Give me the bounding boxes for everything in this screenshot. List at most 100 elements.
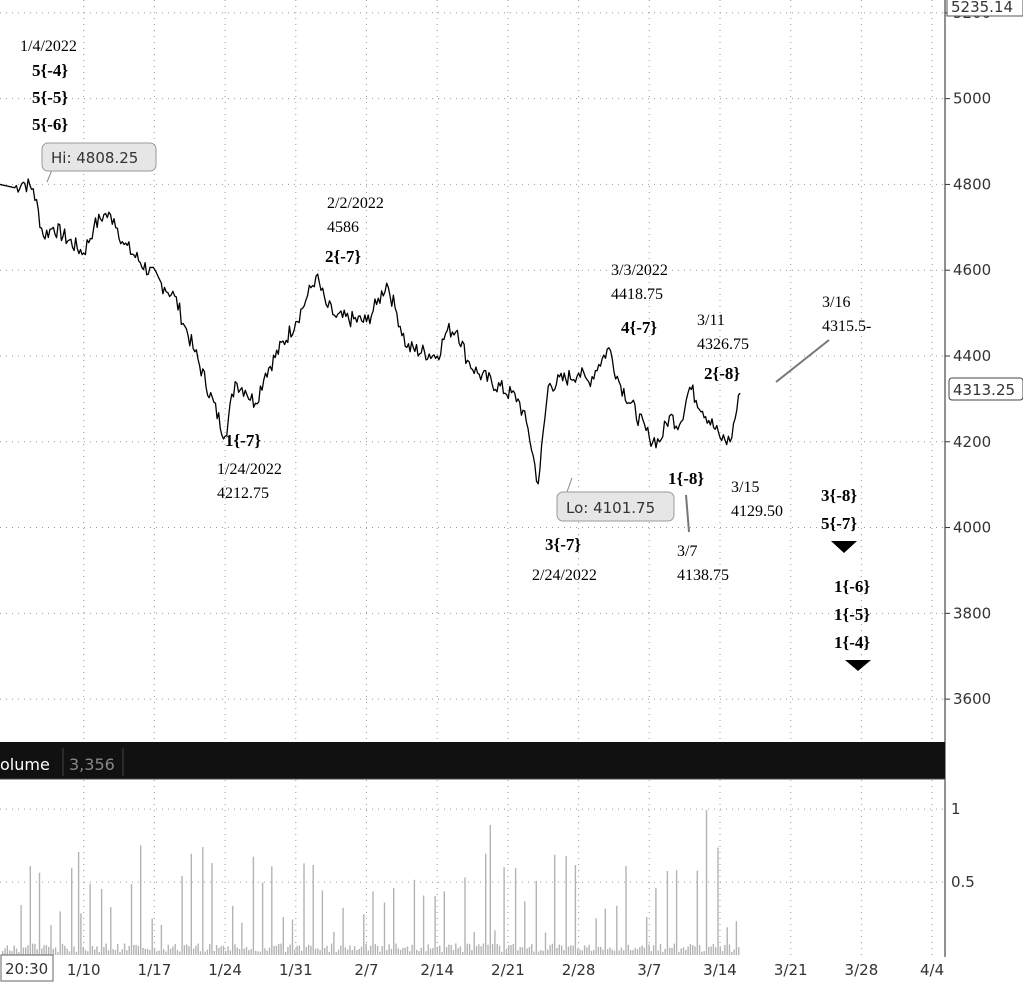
volume-bar <box>257 951 259 955</box>
y-tick-label: 3600 <box>953 690 991 708</box>
volume-bar <box>567 946 570 955</box>
volume-bar <box>563 950 565 955</box>
volume-bar <box>662 952 664 955</box>
volume-bar <box>234 944 236 955</box>
volume-bar <box>450 945 452 955</box>
volume-bar <box>540 950 542 955</box>
volume-bar <box>195 945 197 955</box>
volume-bar <box>491 943 494 955</box>
volume-bar <box>738 947 740 955</box>
projection-wave-3-8: 3{-8} <box>821 486 857 505</box>
volume-bar <box>215 945 218 955</box>
volume-bar <box>701 951 703 955</box>
volume-bar <box>517 950 519 955</box>
volume-bar <box>324 948 326 955</box>
volume-bar <box>351 950 353 955</box>
volume-bar <box>11 951 13 955</box>
volume-bar <box>443 891 445 955</box>
volume-bar <box>526 948 528 955</box>
volume-bar <box>434 895 436 955</box>
volume-bar <box>680 948 682 955</box>
annotation-date-3-15: 3/15 <box>731 479 759 496</box>
volume-bar <box>128 945 130 955</box>
volume-bar <box>13 945 15 955</box>
pointer-3-7 <box>685 494 690 533</box>
volume-bar <box>528 947 531 955</box>
volume-y-ticks: 0.51 <box>951 800 975 891</box>
y-tick-label: 4800 <box>953 175 991 193</box>
volume-bar <box>441 951 443 955</box>
volume-bar <box>574 865 577 955</box>
volume-bar <box>462 952 464 955</box>
volume-bar <box>448 944 450 955</box>
volume-bar <box>167 944 169 955</box>
volume-bar <box>623 950 625 955</box>
hi-tag <box>41 142 157 172</box>
volume-bar <box>390 949 393 955</box>
volume-bar <box>87 951 89 955</box>
x-tick-label: 3/14 <box>703 961 737 979</box>
volume-bar <box>20 905 22 955</box>
volume-bar <box>225 950 227 955</box>
volume-bar <box>333 931 335 955</box>
volume-bar <box>119 952 121 955</box>
volume-bar <box>204 951 206 955</box>
current-time-label: 20:30 <box>5 960 48 978</box>
volume-bar <box>199 951 202 955</box>
last-price-label: 4313.25 <box>953 381 1015 399</box>
volume-bar <box>117 944 119 955</box>
volume-bar <box>280 943 282 955</box>
volume-bar <box>514 868 517 955</box>
volume-bar <box>501 951 503 955</box>
volume-bar <box>344 947 347 955</box>
volume-bar <box>213 951 215 955</box>
volume-bar <box>261 882 264 955</box>
volume-bar <box>422 895 425 955</box>
volume-bar <box>512 944 514 955</box>
volume-bar <box>639 947 641 955</box>
volume-bar <box>149 950 151 955</box>
volume-bar <box>358 948 360 955</box>
volume-bar <box>289 944 291 955</box>
volume-bar <box>374 944 376 955</box>
volume-bar <box>268 947 271 955</box>
hi-tag-pointer <box>46 169 53 183</box>
volume-bar <box>648 944 650 955</box>
volume-bar <box>436 946 439 955</box>
volume-bar <box>291 919 294 955</box>
volume-bar <box>581 950 583 955</box>
volume-bar <box>64 945 66 955</box>
volume-bar <box>317 948 319 955</box>
volume-bar <box>427 944 429 955</box>
volume-bar <box>728 944 731 955</box>
volume-bar <box>59 911 61 955</box>
volume-bar <box>588 944 590 955</box>
volume-bar <box>579 949 581 955</box>
volume-bar <box>705 810 708 955</box>
annotation-date-3-3: 3/3/2022 <box>611 262 668 279</box>
volume-bar <box>402 947 404 955</box>
annotation-wave-3-7: 3{-7} <box>545 535 581 554</box>
volume-bar <box>156 951 158 955</box>
annotation-value-3-15: 4129.50 <box>731 503 783 520</box>
annotation-date-2-24: 2/24/2022 <box>532 567 597 584</box>
top-value-label: 5235.14 <box>951 0 1013 16</box>
volume-bar <box>6 945 8 955</box>
annotation-wave-1-8: 1{-8} <box>668 469 704 488</box>
volume-bar <box>25 947 27 955</box>
volume-bar <box>91 946 94 955</box>
x-axis-labels: 1/10 1/17 1/24 1/31 2/7 2/14 2/21 2/28 3/7 3/14 3/… <box>67 961 944 979</box>
volume-bar <box>395 943 397 955</box>
volume-bar <box>34 943 36 955</box>
volume-bar <box>721 951 724 955</box>
volume-bar <box>82 946 84 955</box>
volume-bar <box>190 853 192 955</box>
volume-bar <box>510 945 512 955</box>
volume-bar <box>197 943 199 955</box>
volume-bar <box>114 949 117 955</box>
volume-bar <box>682 947 685 955</box>
volume-bar <box>123 943 126 955</box>
volume-bar <box>519 947 521 955</box>
volume-bar <box>482 943 485 955</box>
volume-bar <box>455 943 457 955</box>
